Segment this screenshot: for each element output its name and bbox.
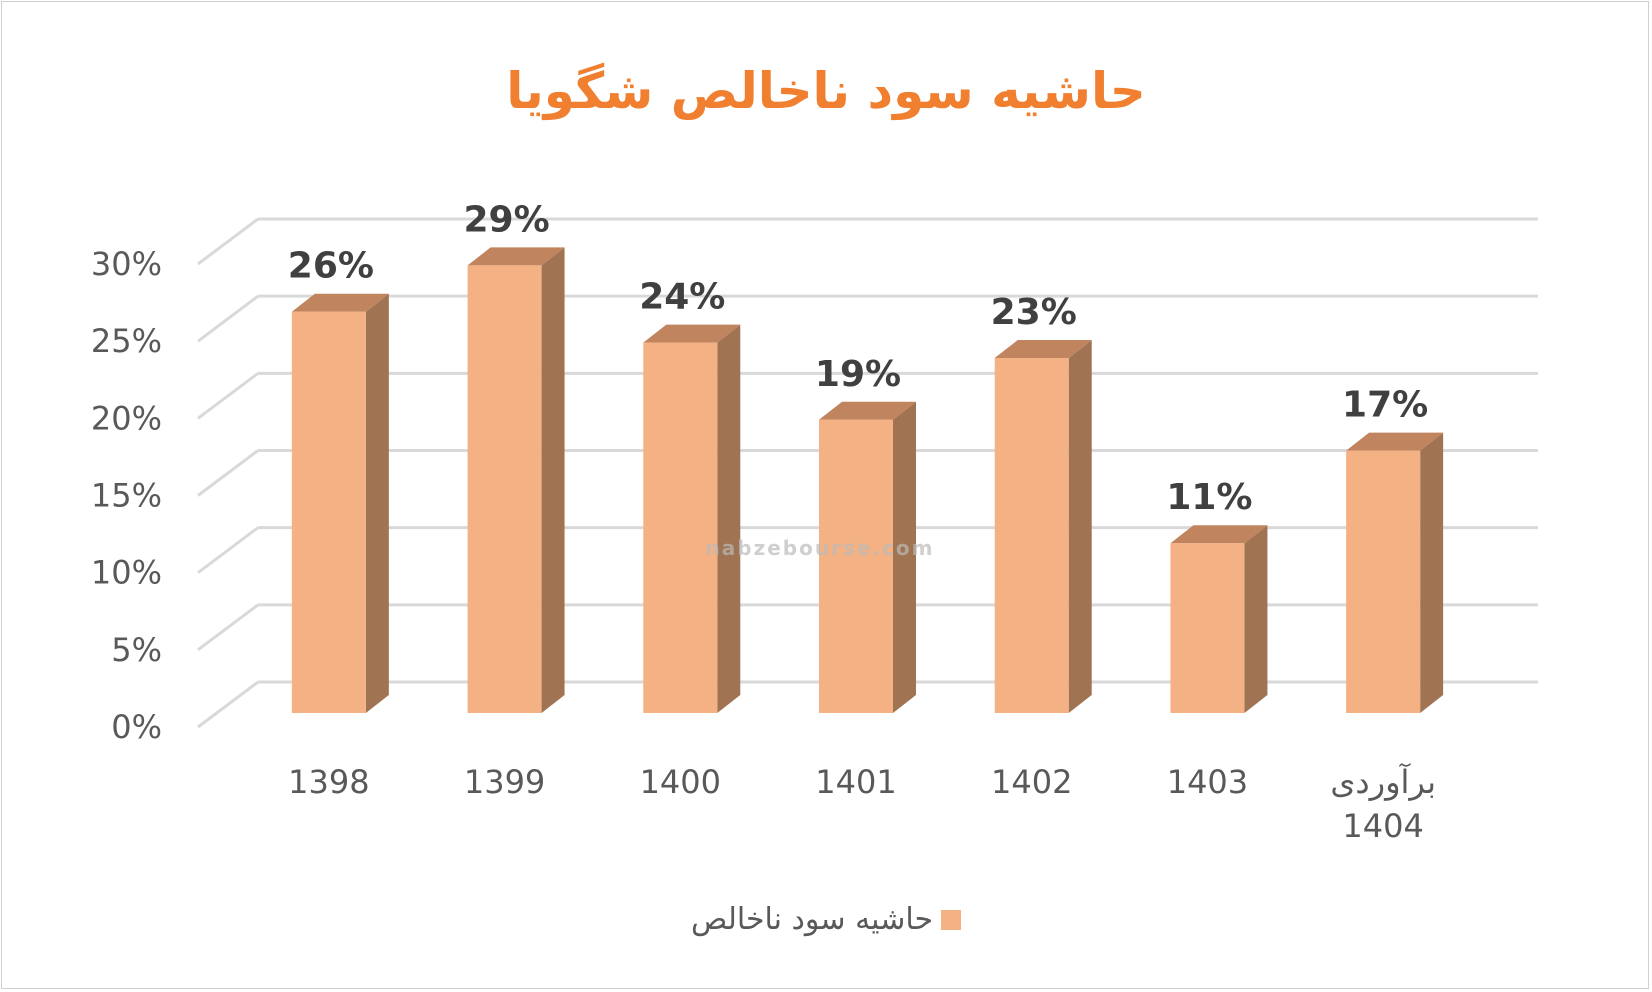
bar-top	[1346, 432, 1444, 451]
grid-line	[197, 526, 259, 574]
x-tick-label: 1399	[463, 763, 546, 801]
watermark: nabzebourse.com	[705, 536, 935, 560]
bar	[1346, 450, 1421, 713]
chart-title: حاشیه سود ناخالص شگویا	[506, 62, 1146, 120]
x-tick-label: برآوردی 1404	[1330, 763, 1436, 845]
value-label: 24%	[639, 277, 725, 318]
bar	[291, 311, 366, 713]
x-tick-label: 1398	[288, 763, 370, 801]
bar-side	[717, 324, 741, 713]
value-label: 23%	[991, 292, 1077, 333]
value-label: 26%	[288, 246, 374, 287]
y-tick-label: 0%	[111, 708, 162, 746]
legend-swatch	[941, 909, 962, 930]
bar-side	[365, 293, 389, 713]
value-label: 17%	[1342, 385, 1428, 426]
y-tick-label: 10%	[91, 554, 162, 592]
y-tick-label: 15%	[91, 477, 162, 515]
bar	[1170, 543, 1245, 713]
grid-line	[197, 217, 259, 266]
bar-side	[541, 247, 565, 713]
x-tick-label: 1401	[815, 763, 897, 801]
y-tick-label: 30%	[91, 245, 162, 283]
bar-top	[291, 293, 389, 312]
grid-line	[197, 603, 259, 652]
y-tick-label: 20%	[91, 399, 162, 437]
bar	[467, 265, 542, 713]
bar	[994, 358, 1069, 713]
grid-line	[197, 449, 259, 497]
bar-top	[1170, 525, 1268, 544]
grid-line	[197, 372, 259, 420]
bar	[643, 342, 718, 713]
bar-side	[893, 401, 916, 713]
bar-top	[467, 247, 565, 266]
value-label: 19%	[815, 354, 901, 395]
bar	[819, 419, 893, 713]
bar-side	[1244, 525, 1268, 713]
bar-top	[819, 401, 916, 420]
legend: حاشیه سود ناخالص	[0, 902, 1652, 937]
value-label: 29%	[463, 199, 549, 240]
x-tick-label: 1400	[639, 763, 721, 801]
y-tick-label: 25%	[91, 322, 162, 360]
bar-side	[1068, 340, 1092, 713]
legend-label: حاشیه سود ناخالص	[690, 902, 934, 937]
y-tick-label: 5%	[111, 631, 162, 669]
bar-side	[1420, 432, 1444, 713]
grid-line	[197, 294, 259, 343]
bar-top	[643, 324, 741, 343]
bar-top	[994, 340, 1092, 359]
value-label: 11%	[1166, 477, 1252, 518]
grid-line	[197, 680, 259, 729]
x-tick-label: 1402	[990, 763, 1073, 801]
x-tick-label: 1403	[1166, 763, 1249, 801]
